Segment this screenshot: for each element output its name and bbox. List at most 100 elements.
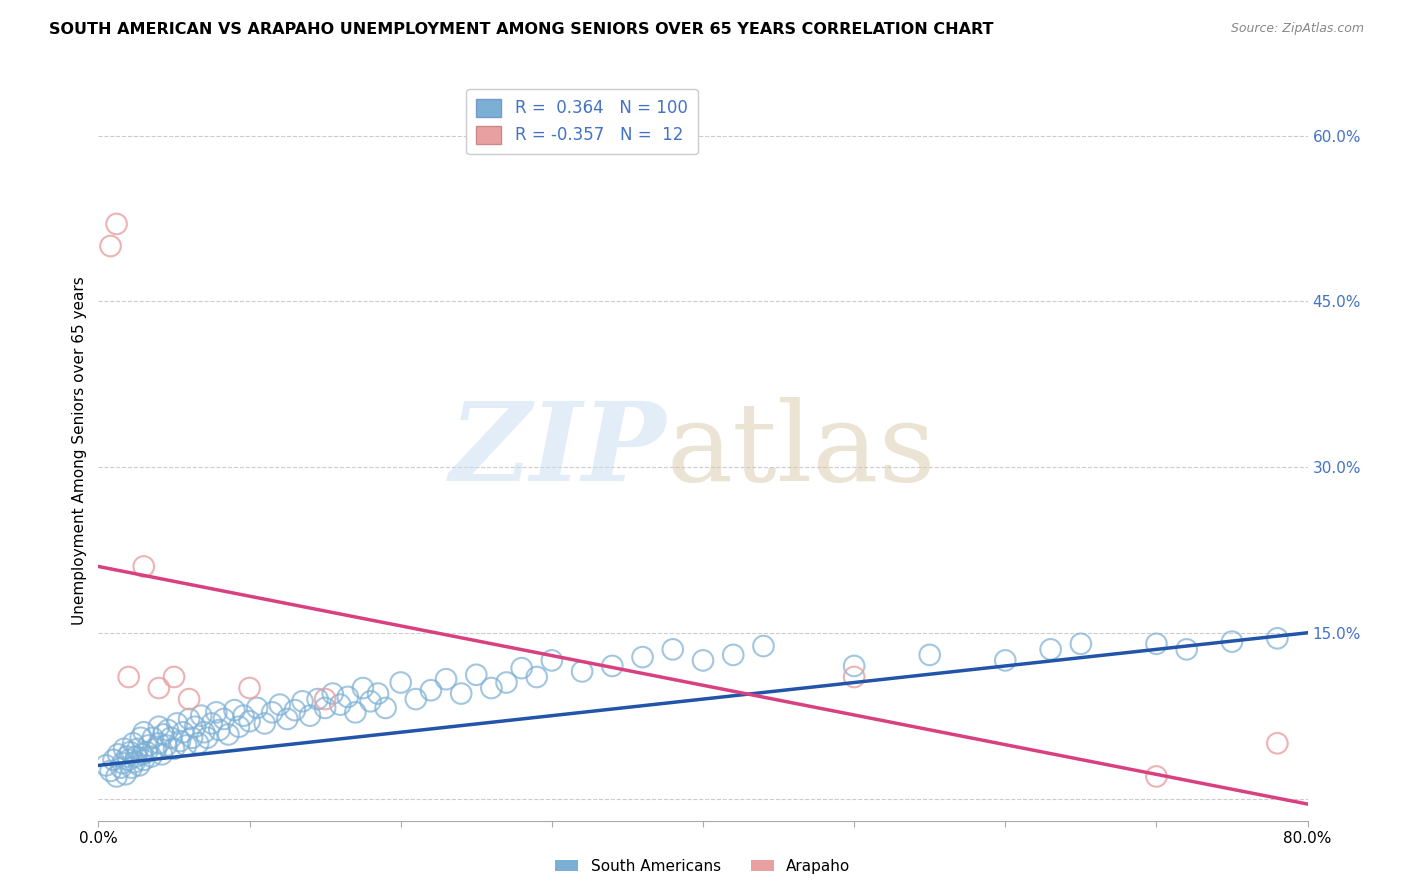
Point: [253, 716, 276, 731]
Point: [122, 736, 145, 750]
Point: [465, 667, 488, 681]
Text: atlas: atlas: [666, 397, 936, 504]
Point: [187, 736, 209, 750]
Point: [184, 720, 207, 734]
Point: [148, 681, 170, 695]
Point: [450, 687, 472, 701]
Text: SOUTH AMERICAN VS ARAPAHO UNEMPLOYMENT AMONG SENIORS OVER 65 YEARS CORRELATION C: SOUTH AMERICAN VS ARAPAHO UNEMPLOYMENT A…: [49, 22, 994, 37]
Point: [284, 703, 307, 717]
Point: [120, 745, 142, 759]
Point: [125, 749, 148, 764]
Point: [571, 665, 593, 679]
Point: [112, 741, 135, 756]
Point: [114, 767, 136, 781]
Point: [174, 739, 197, 753]
Point: [127, 741, 149, 756]
Point: [150, 747, 173, 762]
Point: [121, 761, 143, 775]
Text: Source: ZipAtlas.com: Source: ZipAtlas.com: [1230, 22, 1364, 36]
Point: [131, 747, 153, 762]
Point: [107, 747, 129, 762]
Point: [132, 753, 155, 767]
Text: ZIP: ZIP: [450, 397, 666, 504]
Point: [291, 694, 314, 708]
Point: [129, 731, 152, 745]
Point: [1267, 736, 1289, 750]
Point: [540, 653, 562, 667]
Point: [110, 761, 132, 775]
Point: [367, 687, 389, 701]
Point: [169, 734, 191, 748]
Point: [276, 712, 298, 726]
Point: [526, 670, 548, 684]
Point: [103, 753, 125, 767]
Point: [195, 731, 218, 745]
Point: [224, 703, 246, 717]
Point: [329, 698, 352, 712]
Point: [228, 720, 250, 734]
Point: [374, 701, 396, 715]
Point: [205, 706, 228, 720]
Point: [405, 692, 427, 706]
Point: [105, 769, 128, 783]
Point: [322, 687, 344, 701]
Point: [105, 217, 128, 231]
Point: [344, 706, 367, 720]
Point: [692, 653, 714, 667]
Point: [262, 706, 284, 720]
Point: [360, 694, 382, 708]
Point: [844, 659, 866, 673]
Point: [246, 701, 269, 715]
Legend: R =  0.364   N = 100, R = -0.357   N =  12: R = 0.364 N = 100, R = -0.357 N = 12: [467, 88, 697, 154]
Point: [100, 239, 122, 253]
Point: [160, 731, 183, 745]
Point: [232, 708, 254, 723]
Point: [152, 727, 174, 741]
Point: [142, 731, 165, 745]
Point: [994, 653, 1017, 667]
Point: [918, 648, 941, 662]
Point: [208, 723, 231, 737]
Point: [163, 741, 186, 756]
Point: [481, 681, 503, 695]
Legend: South Americans, Arapaho: South Americans, Arapaho: [550, 853, 856, 880]
Point: [1220, 634, 1243, 648]
Point: [336, 690, 359, 704]
Point: [132, 725, 155, 739]
Point: [118, 753, 141, 767]
Point: [193, 725, 215, 739]
Point: [132, 559, 155, 574]
Point: [136, 739, 159, 753]
Point: [100, 764, 122, 778]
Point: [155, 739, 177, 753]
Point: [314, 692, 336, 706]
Point: [1144, 769, 1167, 783]
Point: [1144, 637, 1167, 651]
Point: [94, 758, 117, 772]
Point: [352, 681, 374, 695]
Point: [212, 712, 235, 726]
Point: [148, 736, 170, 750]
Point: [299, 708, 322, 723]
Point: [661, 642, 683, 657]
Point: [179, 692, 201, 706]
Point: [190, 708, 212, 723]
Point: [172, 725, 194, 739]
Point: [307, 692, 329, 706]
Point: [201, 716, 224, 731]
Point: [602, 659, 624, 673]
Point: [124, 755, 146, 769]
Point: [389, 675, 412, 690]
Point: [217, 727, 239, 741]
Point: [148, 720, 170, 734]
Point: [420, 683, 443, 698]
Point: [118, 670, 141, 684]
Point: [1039, 642, 1062, 657]
Point: [1070, 637, 1092, 651]
Point: [1175, 642, 1198, 657]
Point: [141, 749, 163, 764]
Point: [631, 650, 654, 665]
Point: [156, 723, 179, 737]
Point: [495, 675, 517, 690]
Point: [163, 670, 186, 684]
